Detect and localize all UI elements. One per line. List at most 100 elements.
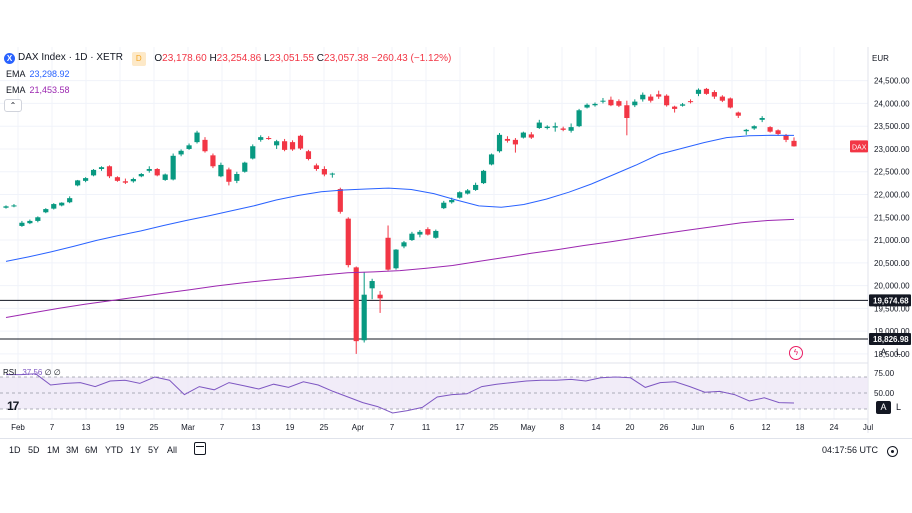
candle-body [600, 100, 606, 102]
rsi-tick-label: 50.00 [874, 389, 895, 398]
candle-body [114, 177, 121, 181]
chart-canvas[interactable]: 24,500.00 24,000.00 23,500.00 23,000.00 22,5… [0, 47, 912, 465]
candle-body [313, 165, 320, 170]
candle-body [727, 98, 733, 108]
candle-body [35, 217, 41, 221]
symbol-label[interactable]: X DAX Index · 1D · XETR [4, 51, 123, 65]
symbol-name[interactable]: DAX Index · 1D · XETR [18, 52, 124, 63]
candle-body [568, 127, 574, 131]
candle-body [687, 101, 694, 103]
price-tick-label: 20,000.00 [874, 282, 910, 291]
candle-body [377, 294, 383, 299]
candle-body [19, 222, 25, 226]
candle-body [329, 173, 335, 175]
ema-slow-label: EMA [6, 85, 26, 95]
price-tick-label: 24,500.00 [874, 77, 910, 86]
candle-body [353, 267, 359, 342]
candle-body [361, 294, 367, 341]
candle-body [266, 138, 272, 140]
time-axis-label: 19 [116, 423, 125, 432]
lightning-icon[interactable]: ϟ [789, 346, 803, 360]
price-auto-button[interactable]: A [880, 347, 887, 357]
currency-label[interactable]: EUR [872, 54, 889, 63]
candle-body [130, 179, 136, 182]
candle-body [321, 169, 327, 175]
range-5y[interactable]: 5Y [148, 445, 160, 455]
candle-body [536, 122, 542, 129]
candle-body [369, 281, 375, 289]
rsi-value: 37.56 [22, 368, 43, 377]
range-6m[interactable]: 6M [85, 445, 98, 455]
rsi-auto-button[interactable]: A [876, 401, 891, 414]
candle-body [3, 206, 9, 208]
price-tick-label: 20,500.00 [874, 259, 910, 268]
candle-body [608, 99, 614, 106]
rsi-log-button[interactable]: L [895, 402, 901, 412]
ema-slow-value: 21,453.58 [29, 85, 70, 95]
candle-body [305, 151, 312, 159]
time-axis-label: May [520, 423, 535, 432]
chart-frame[interactable]: 24,500.00 24,000.00 23,500.00 23,000.00 22,5… [0, 47, 912, 465]
rsi-tick-label: 75.00 [874, 369, 895, 378]
candle-body [67, 198, 73, 203]
ema-fast-legend[interactable]: EMA 23,298.92 [6, 69, 70, 79]
ema-slow-legend[interactable]: EMA 21,453.58 [6, 85, 70, 95]
range-1d[interactable]: 1D [9, 445, 21, 455]
candle-body [473, 184, 479, 190]
chart-header: X DAX Index · 1D · XETR D O23,178.60 H23… [4, 51, 451, 66]
candle-body [162, 174, 168, 180]
candle-body [417, 231, 423, 235]
rsi-line [6, 373, 795, 414]
price-log-button[interactable]: L [895, 347, 901, 357]
candle-body [98, 167, 105, 170]
candle-body [75, 180, 81, 186]
candle-body [767, 127, 773, 132]
candle-body [194, 132, 200, 143]
candle-body [695, 89, 702, 94]
time-axis-label: 20 [626, 423, 635, 432]
range-3m[interactable]: 3M [66, 445, 79, 455]
time-axis-label: Apr [352, 423, 365, 432]
tradingview-logo[interactable]: 17 [7, 399, 19, 413]
price-tick-label: 22,500.00 [874, 168, 910, 177]
gear-icon[interactable] [887, 446, 898, 457]
candle-body [488, 154, 495, 165]
time-axis-label: 13 [252, 423, 261, 432]
candle-body [584, 104, 590, 108]
candle-body [759, 118, 765, 120]
calendar-icon[interactable] [194, 442, 206, 455]
range-ytd[interactable]: YTD [105, 445, 123, 455]
candle-body [743, 129, 749, 132]
candle-body [90, 169, 97, 176]
time-axis-label: 7 [50, 423, 55, 432]
candle-body [496, 134, 503, 152]
price-tick-label: 24,000.00 [874, 99, 910, 108]
delayed-badge[interactable]: D [131, 51, 146, 66]
candle-body [664, 95, 670, 106]
utc-clock[interactable]: 04:17:56 UTC [822, 445, 879, 455]
symbol-price-badge-label: DAX [852, 144, 867, 151]
time-axis-label: 13 [82, 423, 91, 432]
candle-body [226, 169, 232, 182]
range-1m[interactable]: 1M [47, 445, 60, 455]
candle-body [656, 94, 662, 97]
candle-body [337, 189, 343, 212]
candle-body [703, 88, 710, 94]
range-all[interactable]: All [167, 445, 178, 455]
candle-body [274, 141, 280, 146]
candle-body [385, 237, 391, 270]
candle-body [146, 169, 152, 171]
candle-body [648, 96, 654, 101]
level-badge-label: 19,674.68 [873, 296, 909, 305]
range-5d[interactable]: 5D [28, 445, 40, 455]
time-axis-label: 11 [422, 423, 431, 432]
collapse-legend-button[interactable]: ⌃ [4, 99, 22, 112]
symbol-price-badge [850, 140, 868, 153]
high-value: 23,254.86 [216, 52, 262, 64]
toolbar-divider [0, 438, 912, 439]
candle-body [672, 106, 678, 109]
price-tick-label: 19,000.00 [874, 327, 910, 336]
candle-body [775, 130, 781, 134]
range-1y[interactable]: 1Y [130, 445, 142, 455]
rsi-legend[interactable]: RSI 37.56 ∅ ∅ [3, 368, 61, 377]
